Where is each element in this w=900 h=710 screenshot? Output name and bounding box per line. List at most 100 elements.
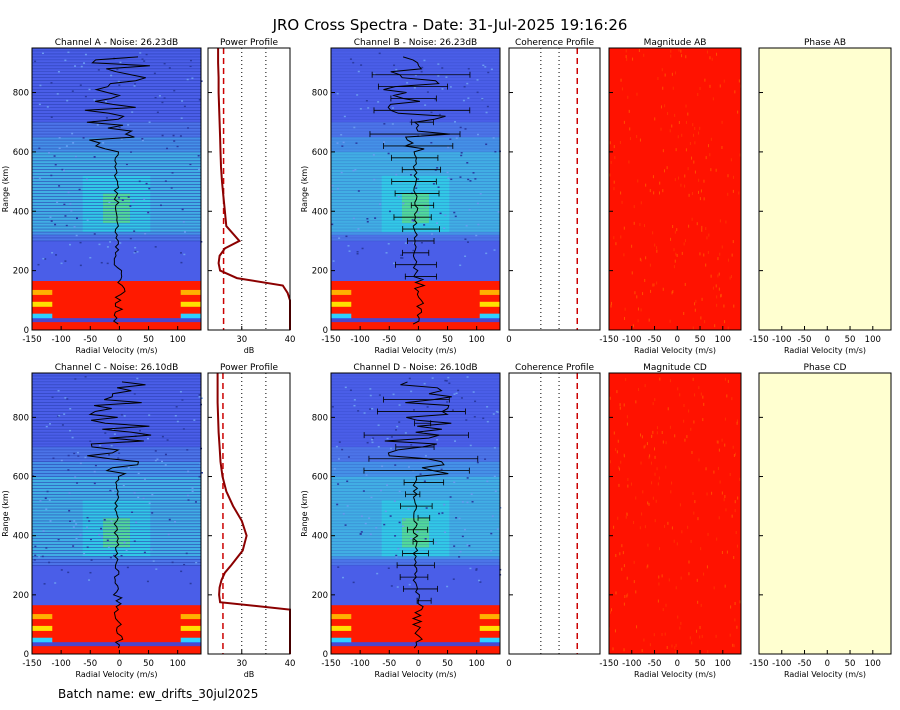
noise-speck <box>79 84 82 86</box>
noise-speck <box>467 97 470 99</box>
magnitude-speck <box>653 633 655 637</box>
noise-speck <box>479 193 482 195</box>
x-tick-label: -100 <box>350 659 369 669</box>
magnitude-speck <box>693 420 695 424</box>
noise-speck <box>146 437 149 440</box>
noise-speck <box>94 464 97 467</box>
noise-speck <box>143 60 146 62</box>
magnitude-speck <box>635 400 637 404</box>
noise-speck <box>137 472 140 475</box>
y-tick-label: 400 <box>13 207 29 217</box>
noise-speck <box>383 523 386 526</box>
magnitude-speck <box>680 183 682 187</box>
noise-speck <box>374 217 377 219</box>
magnitude-speck <box>696 629 698 633</box>
magnitude-speck <box>615 554 617 558</box>
low-blue-band <box>32 642 201 647</box>
magnitude-speck <box>618 483 620 487</box>
low-blue-band <box>32 318 201 323</box>
magnitude-speck <box>685 55 687 59</box>
noise-speck <box>466 161 469 164</box>
magnitude-speck <box>643 638 645 642</box>
y-tick-label: 400 <box>312 207 328 217</box>
noise-speck <box>371 407 374 410</box>
x-tick-label: 50 <box>442 659 453 669</box>
magnitude-speck <box>716 440 718 444</box>
noise-speck <box>383 123 386 125</box>
noise-speck <box>337 458 340 460</box>
magnitude-speck <box>661 68 663 72</box>
magnitude-speck <box>669 319 671 323</box>
magnitude-speck <box>653 283 655 287</box>
magnitude-speck <box>687 525 689 529</box>
noise-speck <box>63 203 66 206</box>
x-axis-label: Radial Velocity (m/s) <box>374 670 456 679</box>
noise-speck <box>481 97 484 100</box>
magnitude-speck <box>732 445 734 449</box>
noise-speck <box>108 454 111 456</box>
noise-speck <box>466 477 469 479</box>
magnitude-speck <box>610 304 612 308</box>
magnitude-speck <box>623 120 625 124</box>
noise-speck <box>198 475 201 478</box>
noise-speck <box>445 380 448 382</box>
noise-speck <box>472 391 475 393</box>
x-tick-label: 50 <box>143 659 154 669</box>
magnitude-speck <box>719 219 721 223</box>
noise-speck <box>343 115 346 118</box>
magnitude-speck <box>694 126 696 130</box>
magnitude-speck <box>613 187 615 191</box>
noise-speck <box>408 377 411 380</box>
noise-speck <box>80 65 83 68</box>
magnitude-speck <box>706 236 708 240</box>
noise-speck <box>407 508 410 510</box>
noise-speck <box>338 441 341 443</box>
magnitude-speck <box>712 286 714 290</box>
magnitude-speck <box>700 392 702 396</box>
magnitude-speck <box>677 387 679 391</box>
magnitude-speck <box>739 600 741 604</box>
noise-speck <box>466 501 469 504</box>
magnitude-speck <box>624 595 626 599</box>
noise-speck <box>60 262 63 265</box>
noise-speck <box>88 88 91 91</box>
noise-speck <box>352 169 355 172</box>
noise-speck <box>465 419 468 421</box>
noise-speck <box>476 79 479 81</box>
noise-speck <box>133 85 136 87</box>
magnitude-speck <box>691 450 693 454</box>
magnitude-speck <box>672 86 674 90</box>
noise-speck <box>106 246 109 248</box>
noise-speck <box>126 566 129 569</box>
magnitude-speck <box>625 49 627 53</box>
noise-speck <box>420 242 423 244</box>
noise-speck <box>54 582 57 584</box>
noise-speck <box>421 66 424 69</box>
noise-speck <box>57 538 60 541</box>
noise-speck <box>464 255 467 258</box>
noise-speck <box>449 86 452 88</box>
noise-speck <box>68 509 71 512</box>
noise-speck <box>180 117 183 119</box>
noise-speck <box>458 556 461 558</box>
y-axis-label: Range (km) <box>1 166 10 213</box>
noise-speck <box>368 517 371 520</box>
edge-band <box>32 625 53 631</box>
noise-speck <box>64 397 67 399</box>
noise-speck <box>110 74 113 77</box>
noise-speck <box>186 494 189 497</box>
panel-frame <box>508 47 601 331</box>
noise-speck <box>390 436 393 438</box>
edge-band <box>479 313 500 319</box>
phase-panel-row1: -150 -100 -50 0 50 100 Phase AB Radial Velocity… <box>749 38 892 355</box>
noise-speck <box>466 544 469 546</box>
magnitude-speck <box>633 205 635 209</box>
noise-speck <box>41 555 44 558</box>
noise-speck <box>104 432 107 434</box>
magnitude-speck <box>659 181 661 185</box>
noise-speck <box>494 490 497 492</box>
magnitude-speck <box>662 149 664 153</box>
noise-speck <box>497 211 500 213</box>
magnitude-speck <box>717 257 719 261</box>
